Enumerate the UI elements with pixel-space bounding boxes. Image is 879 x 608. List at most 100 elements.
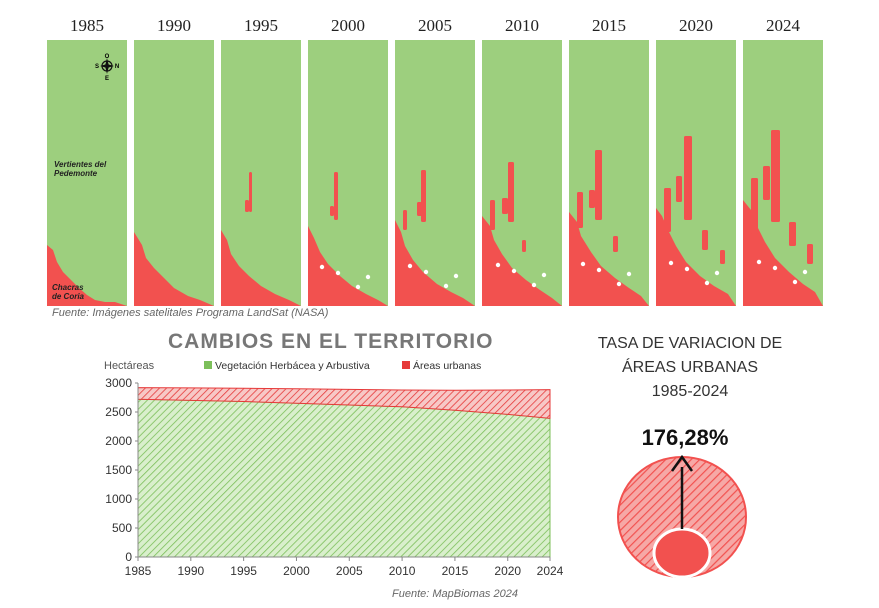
map-year-label: 1985	[70, 16, 104, 35]
urban-patch-shape	[417, 202, 422, 216]
y-tick-label: 2500	[105, 405, 132, 419]
x-tick-label: 2010	[389, 564, 416, 578]
bare-soil-speck	[668, 260, 674, 266]
bare-soil-speck	[335, 270, 341, 276]
arrow-head	[670, 455, 694, 472]
map-year-label: 1990	[157, 16, 191, 35]
bare-soil-speck	[407, 263, 413, 269]
urban-patch-shape	[676, 176, 682, 202]
urban-area-shape	[482, 216, 562, 306]
vertientes-label: Vertientes del Pedemonte	[54, 160, 107, 178]
y-tick-label: 1500	[105, 463, 132, 477]
urban-patch-shape	[403, 210, 407, 230]
bare-soil-speck	[319, 264, 325, 270]
bare-soil-speck	[704, 280, 710, 286]
y-tick-label: 2000	[105, 434, 132, 448]
urban-patch-shape	[490, 200, 495, 230]
legend-swatch	[204, 361, 212, 369]
bare-soil-speck	[772, 265, 778, 271]
x-tick-label: 2000	[283, 564, 310, 578]
map-year-label: 2024	[766, 16, 800, 35]
urban-area-shape	[395, 220, 475, 306]
inner-circle	[652, 527, 712, 579]
urban-patch-shape	[595, 150, 602, 220]
x-tick-label: 2005	[336, 564, 363, 578]
urban-area-shape	[47, 245, 127, 306]
bare-soil-speck	[626, 271, 632, 277]
rate-title-line: 1985-2024	[651, 383, 729, 400]
map-year-label: 1995	[244, 16, 278, 35]
urban-patch-shape	[684, 136, 692, 220]
urban-patch-shape	[589, 190, 595, 208]
urban-patch-shape	[330, 206, 334, 216]
y-axis-label: Hectáreas	[104, 360, 155, 372]
map-year-label: 2005	[418, 16, 452, 35]
compass-s-label: S	[95, 64, 99, 70]
urban-patch-shape	[508, 162, 514, 222]
bare-soil-speck	[443, 283, 449, 289]
bare-soil-speck	[756, 259, 762, 265]
urban-patch-shape	[763, 166, 770, 200]
rate-title-line: ÁREAS URBANAS	[621, 359, 759, 376]
urban-area-shape	[134, 232, 214, 306]
urban-patch-shape	[502, 198, 508, 214]
x-tick-label: 1990	[177, 564, 204, 578]
area-series-vegetation	[137, 398, 551, 558]
y-tick-label: 500	[112, 521, 132, 535]
maps-source: Fuente: Imágenes satelitales Programa La…	[52, 307, 329, 319]
urban-patch-shape	[522, 240, 526, 252]
y-tick-label: 1000	[105, 492, 132, 506]
urban-area-shape	[221, 230, 301, 306]
bare-soil-speck	[355, 284, 361, 290]
x-tick-label: 2020	[494, 564, 521, 578]
compass-n-label: N	[115, 64, 119, 70]
y-tick-label: 3000	[105, 376, 132, 390]
rate-title-line: TASA DE VARIACION DE	[597, 335, 783, 352]
urban-area-shape	[308, 226, 388, 306]
rate-value: 176,28%	[641, 425, 729, 450]
urban-patch-shape	[771, 130, 780, 222]
legend-label: Áreas urbanas	[413, 359, 481, 372]
land-use-map-2010	[482, 40, 562, 306]
bare-soil-speck	[495, 262, 501, 268]
urban-area-shape	[569, 212, 649, 306]
urban-patch-shape	[245, 200, 249, 212]
chart-source: Fuente: MapBiomas 2024	[392, 588, 518, 600]
urban-patch-shape	[720, 250, 725, 264]
bare-soil-speck	[511, 268, 517, 274]
land-use-map-2024	[743, 40, 823, 306]
urban-patch-shape	[751, 178, 758, 234]
compass-e-label: E	[105, 76, 109, 82]
chart-title: CAMBIOS EN EL TERRITORIO	[168, 330, 494, 353]
rate-title: TASA DE VARIACION DE ÁREAS URBANAS 1985-…	[565, 332, 815, 404]
land-use-map-1990	[134, 40, 214, 306]
area-chart: 0 500 1000 1500 2000 2500 3000 1985 1990 1995 2000…	[104, 359, 564, 578]
x-tick-label: 2024	[537, 564, 564, 578]
bare-soil-speck	[541, 272, 547, 278]
urban-patch-shape	[807, 244, 813, 264]
legend-label: Vegetación Herbácea y Arbustiva	[215, 360, 370, 372]
bare-soil-speck	[423, 269, 429, 275]
map-year-label: 2020	[679, 16, 713, 35]
urban-patch-shape	[702, 230, 708, 250]
land-use-map-2020	[656, 40, 736, 306]
land-use-map-2005	[395, 40, 475, 306]
x-tick-label: 1995	[230, 564, 257, 578]
compass-o-label: O	[105, 54, 110, 60]
urban-patch-shape	[613, 236, 618, 252]
growth-circle-icon	[617, 455, 747, 579]
chacras-label: Chacras de Coria	[52, 283, 85, 301]
bare-soil-speck	[596, 267, 602, 273]
bare-soil-speck	[802, 269, 808, 275]
map-year-label: 2010	[505, 16, 539, 35]
bare-soil-speck	[365, 274, 371, 280]
legend-swatch	[402, 361, 410, 369]
urban-area-shape	[656, 208, 736, 306]
compass-icon: O S N E	[94, 52, 120, 82]
urban-patch-shape	[334, 172, 338, 220]
bare-soil-speck	[616, 281, 622, 287]
urban-patch-shape	[664, 188, 671, 232]
urban-patch-shape	[789, 222, 796, 246]
urban-patch-shape	[577, 192, 583, 228]
bare-soil-speck	[714, 270, 720, 276]
